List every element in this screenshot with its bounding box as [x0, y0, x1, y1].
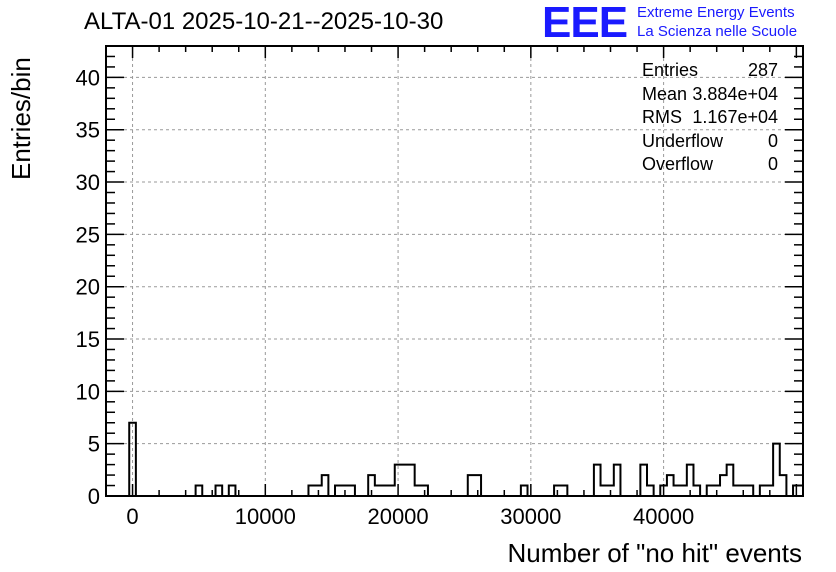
chart-title: ALTA-01 2025-10-21--2025-10-30 [84, 8, 444, 35]
stat-value: 287 [747, 60, 778, 80]
x-tick-label: 40000 [633, 504, 694, 529]
histogram-bin [601, 486, 608, 496]
stat-row-rms: RMS 1.167e+04 [642, 107, 778, 131]
histogram-outline [128, 421, 803, 497]
stat-value: 1.167e+04 [692, 107, 778, 127]
stat-value: 3.884e+04 [692, 83, 778, 104]
y-tick-label: 20 [76, 275, 100, 300]
x-axis-label: Number of "no hit" events [507, 538, 803, 568]
x-tick-label: 10000 [235, 504, 296, 529]
y-tick-label: 30 [76, 170, 100, 195]
stat-key: Entries [642, 60, 699, 80]
histogram-bin [733, 486, 740, 496]
histogram-bin [388, 486, 395, 496]
stat-value: 0 [767, 130, 778, 151]
y-tick-label: 35 [76, 118, 100, 143]
histogram-bin [674, 486, 681, 496]
eee-logo: EEE [542, 0, 628, 47]
axis-ticks [105, 45, 803, 497]
stat-row-mean: Mean 3.884e+04 [642, 84, 778, 108]
stat-row-overflow: Overflow 0 [642, 154, 778, 178]
stats-box: Entries 287 Mean 3.884e+04 RMS 1.167e+04… [642, 60, 778, 178]
x-tick-label: 30000 [500, 504, 561, 529]
histogram-bin [415, 486, 422, 496]
logo-subtitle: Extreme Energy Events La Scienza nelle S… [637, 3, 797, 41]
stat-value: 0 [767, 154, 778, 174]
stat-row-entries: Entries 287 [642, 60, 778, 84]
histogram-bin [680, 486, 687, 496]
stat-key: Overflow [642, 154, 714, 174]
y-tick-label: 15 [76, 327, 100, 352]
y-tick-label: 10 [76, 379, 100, 404]
stat-row-underflow: Underflow 0 [642, 131, 778, 155]
histogram-bin [381, 486, 388, 496]
logo-line-1: Extreme Energy Events [637, 4, 795, 21]
x-tick-label: 0 [126, 504, 138, 529]
y-tick-label: 0 [88, 484, 100, 509]
logo-line-2: La Scienza nelle Scuole [637, 23, 798, 40]
grid-lines [106, 46, 803, 496]
y-tick-label: 40 [76, 65, 100, 90]
plot-frame [105, 45, 804, 497]
stat-key: RMS [642, 107, 682, 127]
y-axis-label: Entries/bin [6, 57, 36, 180]
y-tick-label: 5 [88, 432, 100, 457]
histogram-bin [401, 465, 408, 496]
x-tick-label: 20000 [367, 504, 428, 529]
stat-key: Underflow [642, 130, 724, 151]
y-tick-label: 25 [76, 222, 100, 247]
stat-key: Mean [642, 83, 688, 104]
axis-tick-labels: 0 10000 20000 30000 40000 0 5 10 15 20 25 30 35 40 [76, 65, 695, 529]
histogram-bin [375, 486, 382, 496]
